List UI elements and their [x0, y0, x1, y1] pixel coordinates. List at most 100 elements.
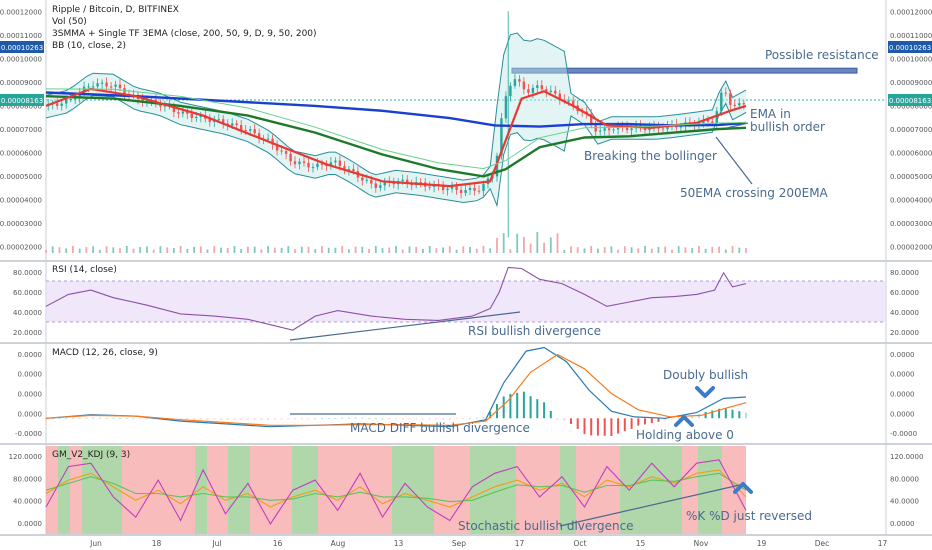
macd-histogram-bar — [300, 418, 303, 420]
sma-line — [45, 88, 747, 170]
x-axis-label: 13 — [394, 539, 404, 548]
volume-bar — [334, 247, 337, 253]
volume-bar — [233, 246, 236, 253]
volume-bar — [482, 246, 485, 253]
candle-body — [172, 106, 176, 113]
candle-body — [738, 103, 741, 106]
macd-tick-right: 0.0000 — [890, 410, 915, 418]
volume-bar — [314, 249, 317, 253]
macd-histogram-bar — [125, 418, 128, 420]
volume-bar — [388, 247, 391, 253]
candle-body — [208, 118, 211, 122]
volume-bar — [395, 246, 397, 253]
x-axis-label: 17 — [515, 539, 525, 548]
annotation-kd-reversed: %K %D just reversed — [686, 509, 812, 523]
volume-bar — [58, 247, 61, 253]
macd-histogram-bar — [671, 418, 673, 420]
volume-bar — [361, 246, 364, 253]
rsi-band — [46, 281, 886, 322]
volume-bar — [112, 247, 115, 253]
price-tick-right: 0.00011000 — [890, 32, 932, 40]
volume-bar — [718, 246, 720, 253]
volume-bar — [105, 246, 108, 253]
volume-bar — [374, 246, 377, 253]
volume-bar — [199, 246, 202, 253]
kdj-tick-left: 40.0000 — [13, 498, 42, 506]
candle-body — [123, 88, 126, 95]
volume-bar — [650, 248, 653, 253]
volume-bar — [287, 246, 290, 253]
macd-histogram-bar — [260, 418, 263, 420]
price-label-right-text: 0.00010263 — [889, 44, 931, 52]
candle-body — [540, 85, 543, 90]
volume-bar — [260, 249, 263, 253]
volume-bar — [684, 247, 687, 253]
macd-tick-left: -0.0000 — [15, 430, 42, 438]
indicator-bb: BB (10, close, 2) — [52, 41, 126, 51]
candle-body — [329, 162, 333, 167]
candle-body — [504, 96, 508, 119]
candle-body — [235, 123, 238, 125]
candle-body — [114, 84, 117, 87]
macd-histogram-bar — [388, 418, 391, 420]
x-axis-label: Jul — [211, 539, 221, 548]
volume-bar — [536, 232, 539, 253]
annotation-doubly-bullish: Doubly bullish — [663, 368, 748, 382]
annotation-bullish-order: bullish order — [750, 120, 825, 134]
candle-body — [65, 99, 68, 104]
macd-tick-right: 0.0000 — [890, 371, 915, 379]
price-tick-left: 0.00004000 — [0, 196, 42, 204]
candle-body — [181, 111, 185, 114]
rsi-tick-left: 80.0000 — [13, 269, 42, 277]
macd-histogram-bar — [220, 418, 222, 420]
candle-body — [554, 90, 557, 94]
volume-bar — [422, 248, 424, 253]
macd-histogram-bar — [98, 417, 101, 419]
rsi-tick-left: 40.0000 — [13, 309, 42, 317]
price-tick-right: 0.00002000 — [890, 243, 932, 251]
candle-body — [379, 185, 382, 188]
candle-body — [468, 187, 472, 190]
kdj-line-j — [45, 459, 747, 525]
candle-body — [316, 163, 319, 168]
candle-body — [612, 129, 615, 131]
volume-bar — [448, 246, 451, 253]
candle-body — [630, 128, 633, 131]
macd-histogram-bar — [395, 418, 397, 420]
macd-histogram-bar — [119, 418, 121, 419]
price-label-left — [0, 41, 44, 53]
ema-line-ema-9 — [45, 87, 747, 188]
candle-body — [195, 117, 198, 118]
volume-bar — [294, 249, 296, 253]
macd-histogram-bar — [347, 417, 350, 419]
macd-line-macd — [45, 346, 747, 428]
macd-histogram-bar — [469, 418, 471, 420]
volume-bar — [523, 236, 525, 253]
macd-histogram-bar — [650, 418, 653, 424]
candle-body — [266, 138, 270, 140]
x-axis-label: 19 — [757, 539, 767, 548]
volume-bar — [657, 247, 660, 253]
candle-body — [96, 83, 99, 87]
macd-histogram-bar — [51, 418, 54, 420]
candle-body — [567, 100, 570, 102]
volume-bar — [381, 248, 384, 253]
macd-histogram-bar — [697, 414, 700, 419]
annotation-macd-divergence: MACD DIFF bullish divergence — [350, 421, 530, 435]
macd-histogram-bar — [421, 418, 424, 420]
macd-histogram-bar — [455, 418, 458, 420]
price-tick-left: 0.00009000 — [0, 79, 42, 87]
candle-body — [231, 123, 234, 126]
volume-bar — [442, 247, 444, 253]
chevron-icons — [674, 386, 753, 494]
volume-bar — [125, 246, 128, 253]
resistance-zone — [511, 67, 858, 74]
volume-bar — [496, 237, 498, 253]
price-title: Ripple / Bitcoin, D, BITFINEX — [52, 5, 179, 15]
macd-histogram-bar — [401, 418, 404, 420]
candle-body — [186, 111, 189, 114]
candle-body — [280, 150, 283, 152]
volume-bar — [247, 246, 249, 253]
macd-histogram-bar — [307, 418, 310, 420]
macd-histogram-bar — [462, 418, 465, 420]
